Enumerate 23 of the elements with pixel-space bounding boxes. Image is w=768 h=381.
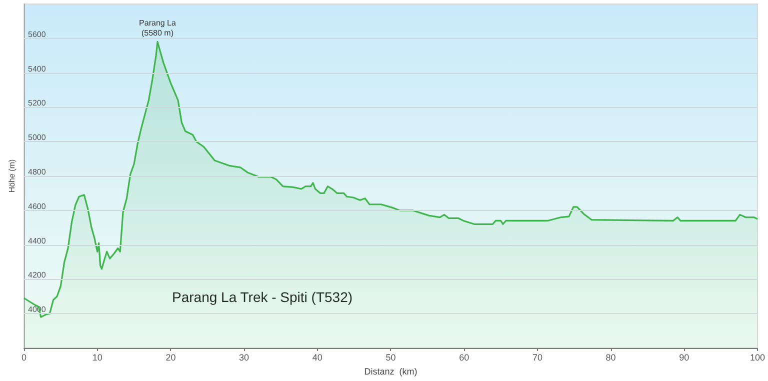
y-tick-label: 5200 xyxy=(28,98,46,108)
y-tick-label: 4800 xyxy=(28,168,46,176)
y-tick-label: 5600 xyxy=(28,30,46,39)
x-tick-label: 100 xyxy=(750,352,766,362)
x-tick-label: 70 xyxy=(532,352,542,362)
x-tick-label: 20 xyxy=(166,352,176,362)
y-tick-label: 4400 xyxy=(28,236,46,246)
x-tick-label: 90 xyxy=(679,352,690,362)
y-tick-label: 4200 xyxy=(28,270,46,280)
x-tick-label: 60 xyxy=(459,352,470,362)
x-tick-label: 0 xyxy=(21,352,27,362)
x-tick-label: 80 xyxy=(606,352,616,362)
y-tick-label: 5000 xyxy=(28,133,46,142)
y-tick-label: 4600 xyxy=(28,202,46,211)
x-tick-label: 10 xyxy=(92,352,102,362)
x-axis-title: Distanz (km) xyxy=(364,366,418,376)
x-tick-label: 50 xyxy=(386,352,396,362)
y-tick-label: 5400 xyxy=(28,64,46,74)
annotation: Parang La Trek - Spiti (T532) xyxy=(172,289,353,305)
x-tick-label: 30 xyxy=(239,352,250,362)
annotation: Parang La (5580 m) xyxy=(139,18,177,38)
y-axis-title: Höhe (m) xyxy=(8,158,16,193)
x-tick-label: 40 xyxy=(312,352,322,362)
